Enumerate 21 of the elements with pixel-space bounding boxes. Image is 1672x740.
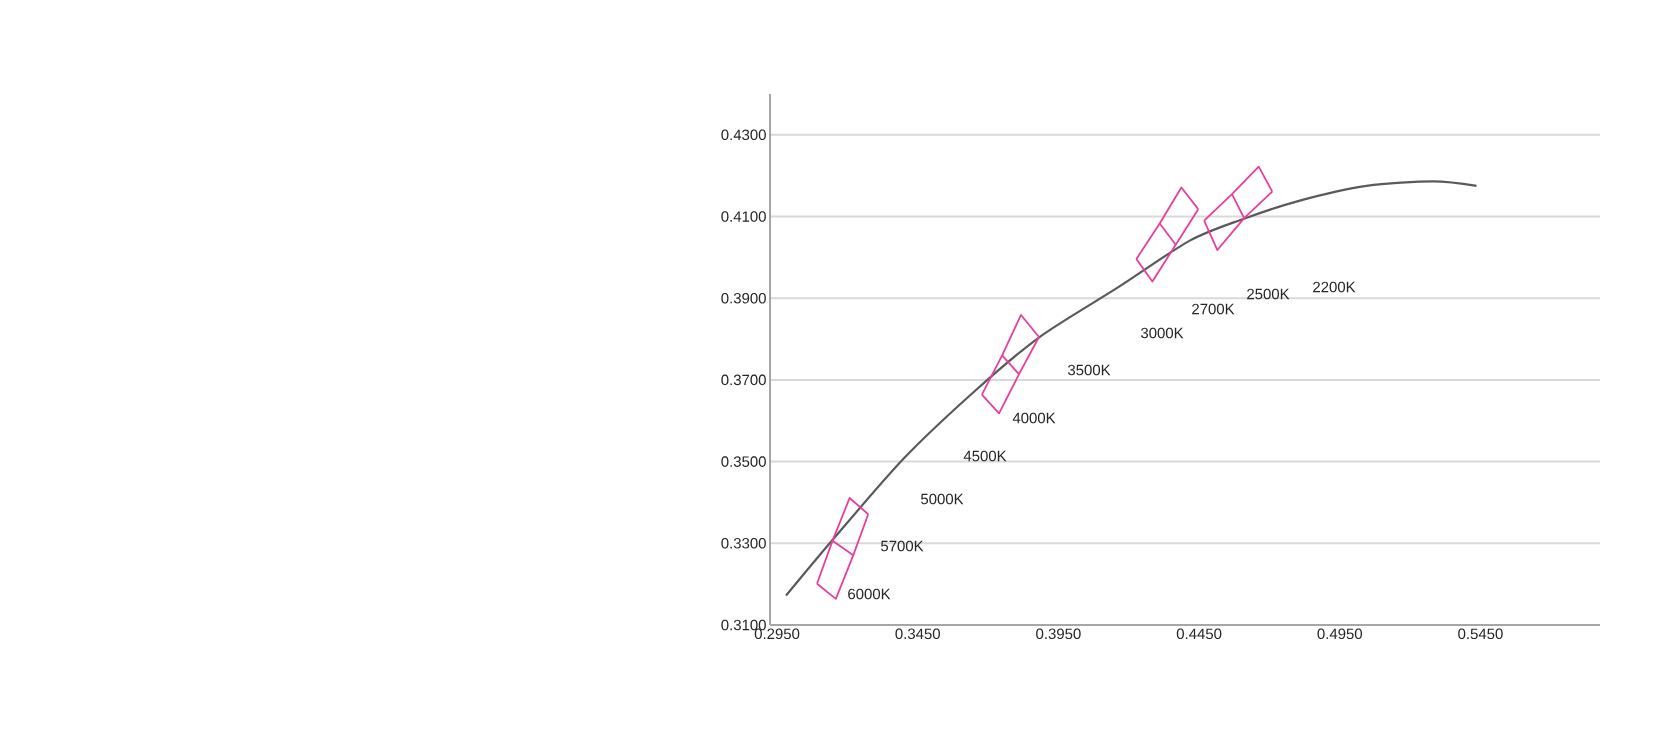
annotation: 2200K (1313, 281, 1356, 293)
x-tick-label: 0.3950 (1036, 628, 1081, 640)
x-tick-label: 0.4950 (1317, 628, 1363, 640)
y-tick-label: 0.4100 (721, 211, 766, 222)
annotation: 6000K (848, 588, 891, 600)
x-tick-label: 0.5450 (1458, 628, 1503, 640)
y-tick-label: 0.3300 (721, 538, 766, 549)
annotation: 3000K (1140, 327, 1184, 339)
annotation: 2500K (1247, 288, 1290, 300)
annotation: 2700K (1192, 303, 1235, 315)
annotation: 5000K (921, 493, 964, 505)
x-tick-label: 0.3450 (895, 628, 940, 640)
annotation: 4000K (1012, 412, 1056, 424)
x-tick-label: 0.4450 (1176, 628, 1222, 640)
y-tick-label: 0.4300 (721, 129, 766, 141)
y-tick-label: 0.3500 (721, 456, 766, 467)
y-tick-label: 0.3700 (721, 374, 766, 386)
annotation: 3500K (1067, 364, 1111, 376)
annotation: 5700K (881, 540, 924, 552)
y-tick-label: 0.3900 (721, 292, 766, 304)
annotation: 4500K (963, 450, 1007, 462)
